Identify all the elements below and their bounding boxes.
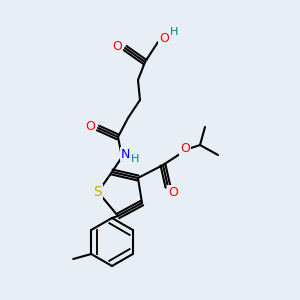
- Text: O: O: [180, 142, 190, 155]
- Text: O: O: [159, 32, 169, 44]
- Text: N: N: [120, 148, 130, 160]
- Text: S: S: [94, 185, 102, 199]
- Text: O: O: [85, 119, 95, 133]
- Text: O: O: [112, 40, 122, 52]
- Text: H: H: [131, 154, 139, 164]
- Text: O: O: [168, 185, 178, 199]
- Text: H: H: [170, 27, 178, 37]
